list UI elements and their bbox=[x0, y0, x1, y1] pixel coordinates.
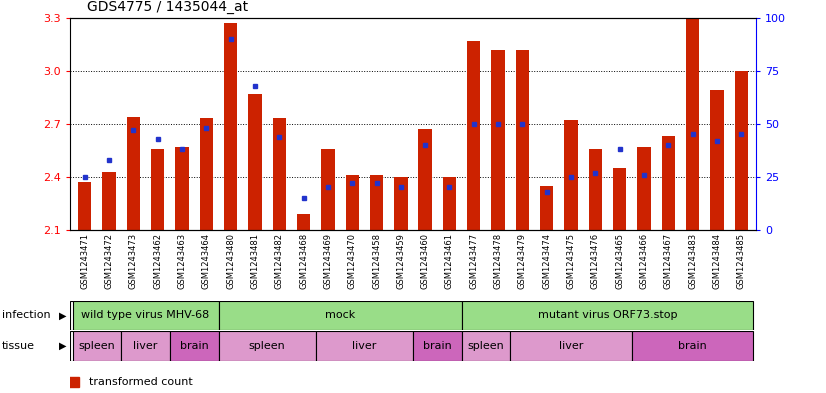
Bar bbox=[419, 129, 432, 230]
Text: GDS4775 / 1435044_at: GDS4775 / 1435044_at bbox=[87, 0, 248, 14]
Text: mock: mock bbox=[325, 310, 355, 320]
Bar bbox=[316, 331, 413, 361]
Bar bbox=[249, 94, 262, 230]
Bar bbox=[73, 331, 121, 361]
Bar bbox=[413, 331, 462, 361]
Bar bbox=[540, 186, 553, 230]
Text: brain: brain bbox=[678, 341, 707, 351]
Bar bbox=[200, 119, 213, 230]
Bar bbox=[510, 331, 632, 361]
Bar bbox=[219, 331, 316, 361]
Bar bbox=[394, 177, 407, 230]
Text: liver: liver bbox=[133, 341, 158, 351]
Bar bbox=[151, 149, 164, 230]
Text: liver: liver bbox=[352, 341, 377, 351]
Bar bbox=[467, 40, 481, 230]
Bar bbox=[370, 175, 383, 230]
Bar bbox=[73, 301, 219, 330]
Bar bbox=[632, 331, 753, 361]
Text: infection: infection bbox=[2, 310, 50, 320]
Bar bbox=[321, 149, 335, 230]
Bar bbox=[589, 149, 602, 230]
Bar bbox=[175, 147, 188, 230]
Text: mutant virus ORF73.stop: mutant virus ORF73.stop bbox=[538, 310, 677, 320]
Bar bbox=[273, 119, 286, 230]
Bar bbox=[102, 171, 116, 230]
Text: brain: brain bbox=[423, 341, 452, 351]
Text: wild type virus MHV-68: wild type virus MHV-68 bbox=[82, 310, 210, 320]
Bar bbox=[462, 301, 753, 330]
Bar bbox=[564, 120, 577, 230]
Bar bbox=[126, 117, 140, 230]
Bar bbox=[710, 90, 724, 230]
Bar bbox=[170, 331, 219, 361]
Bar bbox=[515, 50, 529, 230]
Bar bbox=[219, 301, 462, 330]
Text: liver: liver bbox=[559, 341, 583, 351]
Text: tissue: tissue bbox=[2, 341, 35, 351]
Bar bbox=[443, 177, 456, 230]
Bar bbox=[662, 136, 675, 230]
Text: spleen: spleen bbox=[78, 341, 116, 351]
Bar bbox=[462, 331, 510, 361]
Text: transformed count: transformed count bbox=[89, 377, 192, 387]
Bar bbox=[638, 147, 651, 230]
Bar bbox=[491, 50, 505, 230]
Text: ▶: ▶ bbox=[59, 310, 66, 320]
Text: ▶: ▶ bbox=[59, 341, 66, 351]
Text: spleen: spleen bbox=[468, 341, 505, 351]
Bar bbox=[613, 168, 626, 230]
Bar bbox=[345, 175, 359, 230]
Bar bbox=[734, 71, 748, 230]
Bar bbox=[297, 214, 311, 230]
Text: spleen: spleen bbox=[249, 341, 286, 351]
Bar bbox=[78, 182, 92, 230]
Bar bbox=[224, 23, 237, 230]
Bar bbox=[121, 331, 170, 361]
Text: brain: brain bbox=[180, 341, 209, 351]
Bar bbox=[686, 19, 700, 230]
